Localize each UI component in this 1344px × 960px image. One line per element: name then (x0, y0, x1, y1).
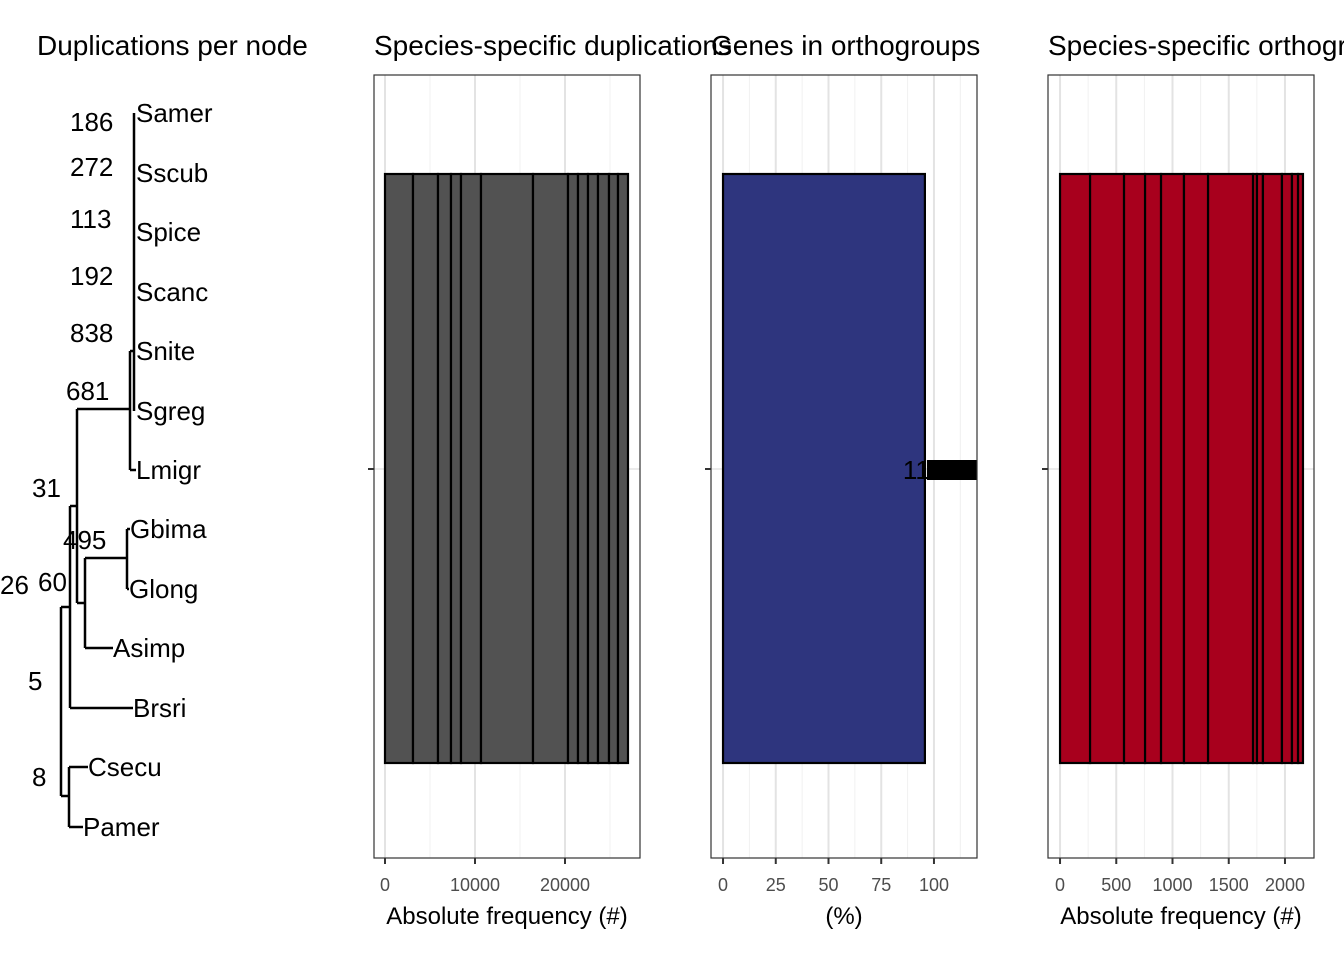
x-tick-label: 50 (818, 875, 838, 895)
tree-node-label: 31 (32, 473, 61, 503)
x-tick-label: 2000 (1265, 875, 1305, 895)
bar-segment (576, 172, 590, 765)
x-tick-label: 0 (1055, 875, 1065, 895)
bar-segment (1261, 172, 1284, 765)
tree-tip-label: Csecu (88, 752, 162, 782)
bar-panel-1: 11 0 25 50 75 100 (%) (705, 74, 978, 930)
tree-node-label: 272 (70, 152, 113, 182)
tree-tip-label: Spice (136, 217, 201, 247)
bar-segment (1206, 172, 1255, 765)
tree-node-label: 8 (32, 762, 46, 792)
tree-node-label: 60 (38, 567, 67, 597)
panel-title: Species-specific duplications (374, 30, 732, 61)
x-tick-label: 0 (718, 875, 728, 895)
overlapping-data-labels (926, 460, 977, 480)
tree-tip-label: Pamer (83, 812, 160, 842)
tree-tip-label: Glong (129, 574, 198, 604)
tree-tip-label: Asimp (113, 633, 185, 663)
bar-segment (436, 172, 453, 765)
bar-segment (1182, 172, 1210, 765)
bar-segment (566, 172, 580, 765)
bar-segment (449, 172, 463, 765)
x-tick-label: 25 (766, 875, 786, 895)
bar-segment (607, 172, 620, 765)
bar-segment (586, 172, 600, 765)
bar-segment (1280, 172, 1294, 765)
bar-segment (721, 172, 926, 765)
x-tick-label: 0 (380, 875, 390, 895)
bar-segment (383, 172, 415, 765)
tree-node-label: 495 (63, 525, 106, 555)
x-tick-label: 20000 (540, 875, 590, 895)
x-tick-label: 75 (871, 875, 891, 895)
panel-title: Species-specific orthogroups (1048, 30, 1344, 61)
tree-tip-label: Samer (136, 98, 213, 128)
x-tick-label: 1000 (1152, 875, 1192, 895)
bar-panel-2: 0 500 1000 1500 2000 Absolute frequency (#) (1042, 74, 1315, 930)
bar-segment (1159, 172, 1186, 765)
x-tick-label: 10000 (450, 875, 500, 895)
bar-segment (411, 172, 440, 765)
x-axis-title: Absolute frequency (#) (1060, 903, 1301, 930)
bar-segment (616, 172, 630, 765)
tree-tip-label: Brsri (133, 693, 186, 723)
x-tick-label: 500 (1101, 875, 1131, 895)
bar-segment (479, 172, 535, 765)
tree-node-label: 113 (70, 204, 111, 234)
bar-segment (1296, 172, 1305, 765)
x-tick-label: 1500 (1209, 875, 1249, 895)
bar-segment (1058, 172, 1092, 765)
tree-node-label: 26 (0, 570, 29, 600)
tree-tip-label: Gbima (130, 514, 207, 544)
panel-border (710, 74, 978, 859)
panel-border (373, 74, 641, 859)
tree-node-label: 5 (28, 666, 42, 696)
tree-node-label: 192 (70, 261, 113, 291)
bar-segment (1122, 172, 1147, 765)
bar-segment (531, 172, 570, 765)
bar-panel-0: 0 10000 20000 Absolute frequency (#) (368, 74, 641, 930)
tree-node-label: 838 (70, 318, 113, 348)
bar-data-label: 11 (903, 455, 930, 485)
panel-title: Duplications per node (37, 30, 308, 61)
x-axis-title: Absolute frequency (#) (386, 903, 627, 930)
x-axis-title: (%) (825, 903, 862, 930)
tree-tip-label: Sscub (136, 158, 208, 188)
tree-tip-label: Scanc (136, 277, 208, 307)
tree-tip-label: Snite (136, 336, 195, 366)
bar-segment (1143, 172, 1163, 765)
bar-segment (1088, 172, 1126, 765)
tree-tip-label: Lmigr (136, 455, 201, 485)
panel-title: Genes in orthogroups (711, 30, 980, 61)
tree-tip-label: Sgreg (136, 396, 205, 426)
bar-segment (459, 172, 483, 765)
tree-node-label: 186 (70, 107, 113, 137)
panel-border (1047, 74, 1315, 859)
tree-node-label: 681 (66, 376, 109, 406)
bar-segment (596, 172, 611, 765)
x-tick-label: 100 (919, 875, 949, 895)
